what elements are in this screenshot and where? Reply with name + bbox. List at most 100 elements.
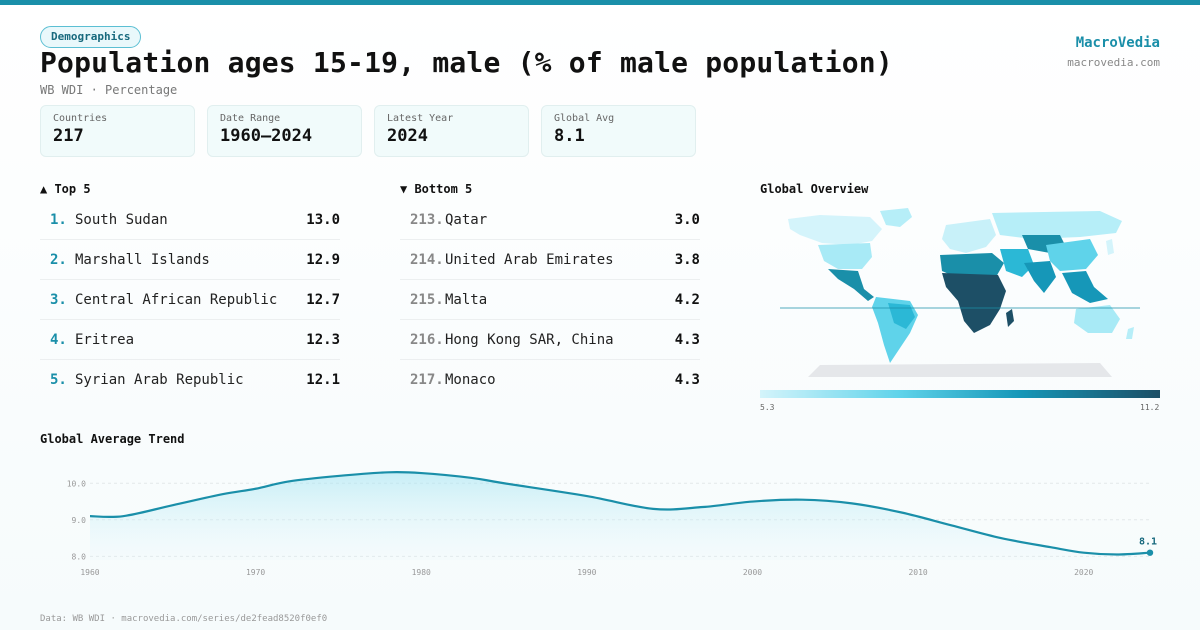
country-name: Marshall Islands <box>75 252 210 268</box>
rank-number: 5. <box>50 372 67 388</box>
map-region-greenland <box>880 208 912 227</box>
country-value: 3.8 <box>674 252 700 268</box>
x-tick-label: 2010 <box>908 568 927 577</box>
map-legend-max: 11.2 <box>1140 403 1160 412</box>
map-region-new-zealand <box>1126 327 1134 339</box>
list-item[interactable]: 5. Syrian Arab Republic 12.1 <box>40 360 340 400</box>
top-accent-bar <box>0 0 1200 5</box>
list-item[interactable]: 2. Marshall Islands 12.9 <box>40 240 340 280</box>
page-title: Population ages 15-19, male (% of male p… <box>40 46 893 79</box>
x-tick-label: 2020 <box>1074 568 1093 577</box>
country-value: 12.3 <box>306 332 340 348</box>
stat-card-date-range: Date Range 1960–2024 <box>207 105 362 157</box>
page-subtitle: WB WDI · Percentage <box>40 83 178 97</box>
map-region-australia <box>1074 305 1120 333</box>
country-value: 12.7 <box>306 292 340 308</box>
x-tick-label: 1960 <box>80 568 99 577</box>
map-region-mexico <box>828 269 874 301</box>
stat-value: 2024 <box>387 126 428 146</box>
rank-number: 1. <box>50 212 67 228</box>
stat-value: 217 <box>53 126 84 146</box>
country-name: Eritrea <box>75 332 135 348</box>
stat-value: 1960–2024 <box>220 126 313 146</box>
bottom5-heading: ▼ Bottom 5 <box>400 182 473 196</box>
stat-value: 8.1 <box>554 126 585 146</box>
stat-card-countries: Countries 217 <box>40 105 195 157</box>
rank-number: 3. <box>50 292 67 308</box>
rank-number: 217. <box>410 372 444 388</box>
rank-number: 4. <box>50 332 67 348</box>
list-item[interactable]: 217. Monaco 4.3 <box>400 360 700 400</box>
map-region-russia <box>992 211 1122 239</box>
map-region-canada <box>788 215 882 245</box>
country-value: 12.9 <box>306 252 340 268</box>
map-region-europe <box>942 219 996 253</box>
brand-url[interactable]: macrovedia.com <box>1067 56 1160 69</box>
map-region-usa <box>818 243 872 269</box>
rank-number: 215. <box>410 292 444 308</box>
rank-number: 214. <box>410 252 444 268</box>
world-map[interactable] <box>760 205 1160 380</box>
category-tag: Demographics <box>40 26 142 48</box>
country-name: South Sudan <box>75 212 168 228</box>
trend-chart[interactable]: 8.0 9.0 10.0 1960 1970 1980 1990 2000 2010 2020 8.… <box>40 460 1170 585</box>
x-tick-label: 1990 <box>577 568 596 577</box>
top5-heading: ▲ Top 5 <box>40 182 91 196</box>
trend-line <box>89 470 1151 556</box>
map-region-china <box>1046 239 1098 271</box>
stat-card-global-avg: Global Avg 8.1 <box>541 105 696 157</box>
trend-heading: Global Average Trend <box>40 432 185 446</box>
stat-card-latest-year: Latest Year 2024 <box>374 105 529 157</box>
rank-number: 2. <box>50 252 67 268</box>
trend-end-point <box>1146 549 1154 556</box>
stat-label: Countries <box>53 113 108 124</box>
list-item[interactable]: 215. Malta 4.2 <box>400 280 700 320</box>
list-item[interactable]: 4. Eritrea 12.3 <box>40 320 340 360</box>
stat-label: Date Range <box>220 113 281 124</box>
country-value: 4.3 <box>674 372 700 388</box>
rank-number: 216. <box>410 332 444 348</box>
country-name: Central African Republic <box>75 292 278 308</box>
list-item[interactable]: 3. Central African Republic 12.7 <box>40 280 340 320</box>
list-item[interactable]: 1. South Sudan 13.0 <box>40 200 340 240</box>
y-tick-label: 10.0 <box>67 479 86 488</box>
country-name: Malta <box>445 292 488 308</box>
map-region-sub-saharan-africa <box>942 273 1006 333</box>
map-region-north-africa <box>940 253 1004 279</box>
country-name: Qatar <box>445 212 488 228</box>
map-region-madagascar <box>1006 309 1014 327</box>
map-region-middle-east <box>1000 249 1034 277</box>
stat-label: Global Avg <box>554 113 615 124</box>
country-value: 12.1 <box>306 372 340 388</box>
trend-area <box>90 472 1150 560</box>
y-tick-label: 9.0 <box>72 516 87 525</box>
country-name: Syrian Arab Republic <box>75 372 244 388</box>
brand-name[interactable]: MacroVedia <box>1075 35 1160 51</box>
map-heading: Global Overview <box>760 182 869 196</box>
x-tick-label: 1980 <box>412 568 431 577</box>
trend-end-label: 8.1 <box>1139 537 1157 548</box>
map-region-antarctica <box>808 363 1112 377</box>
list-item[interactable]: 214. United Arab Emirates 3.8 <box>400 240 700 280</box>
country-value: 4.3 <box>674 332 700 348</box>
y-tick-label: 8.0 <box>72 552 87 561</box>
country-value: 4.2 <box>674 292 700 308</box>
map-region-south-asia <box>1024 261 1056 293</box>
rank-number: 213. <box>410 212 444 228</box>
map-region-brazil <box>888 303 915 329</box>
list-item[interactable]: 216. Hong Kong SAR, China 4.3 <box>400 320 700 360</box>
list-item[interactable]: 213. Qatar 3.0 <box>400 200 700 240</box>
top5-list: 1. South Sudan 13.0 2. Marshall Islands 12.9… <box>40 200 340 400</box>
map-region-southeast-asia <box>1062 271 1108 303</box>
country-name: Hong Kong SAR, China <box>445 332 614 348</box>
bottom5-list: 213. Qatar 3.0 214. United Arab Emirates 3.8… <box>400 200 700 400</box>
map-legend-min: 5.3 <box>760 403 775 412</box>
stat-label: Latest Year <box>387 113 454 124</box>
country-value: 3.0 <box>674 212 700 228</box>
map-region-japan <box>1106 239 1114 255</box>
country-name: United Arab Emirates <box>445 252 614 268</box>
source-note: Data: WB WDI · macrovedia.com/series/de2… <box>40 614 328 624</box>
country-name: Monaco <box>445 372 496 388</box>
country-value: 13.0 <box>306 212 340 228</box>
x-tick-label: 1970 <box>246 568 265 577</box>
